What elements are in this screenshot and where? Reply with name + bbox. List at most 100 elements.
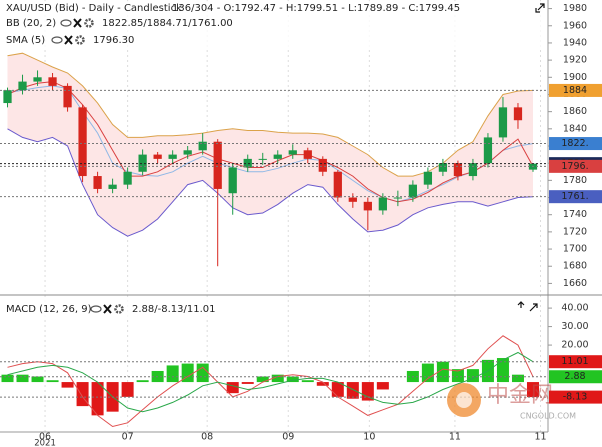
price-tag-label: 2.88 xyxy=(564,371,585,382)
y-tick-label: 40.00 xyxy=(561,303,588,314)
candle-body xyxy=(78,107,87,177)
histogram-bar xyxy=(466,369,479,383)
histogram-bar xyxy=(376,382,389,390)
indicator-readout: 1822.85/1884.71/1761.00 xyxy=(102,18,233,29)
candle-body xyxy=(138,154,147,172)
ohlc-readout: 136/304 - O:1792.47 - H:1799.51 - L:1789… xyxy=(172,3,460,14)
histogram-bar xyxy=(316,382,329,386)
candle-body xyxy=(498,107,508,138)
indicator-line xyxy=(7,52,534,177)
candle-body xyxy=(198,141,207,151)
candle-body xyxy=(93,176,102,189)
histogram-bar xyxy=(181,363,194,383)
histogram-bar xyxy=(451,369,464,383)
price-tag xyxy=(549,190,602,204)
histogram-bar xyxy=(271,374,284,383)
y-tick-label: 30.00 xyxy=(561,321,588,332)
candle-body xyxy=(423,171,433,185)
candle-body xyxy=(438,163,448,172)
candle-body xyxy=(288,150,297,155)
histogram-bar xyxy=(121,382,134,397)
candle-body xyxy=(48,77,57,86)
y-tick-label: 1920 xyxy=(563,55,587,66)
candle-body xyxy=(348,197,357,202)
candle-body xyxy=(243,158,252,168)
watermark-site: CNGOLD.COM xyxy=(520,412,576,421)
histogram-bar xyxy=(526,382,539,398)
y-tick-label: 1680 xyxy=(563,261,587,272)
candle-body xyxy=(3,90,12,104)
histogram-bar xyxy=(91,382,104,416)
price-tag xyxy=(549,159,602,173)
histogram-bar xyxy=(241,382,254,384)
price-tag xyxy=(549,83,602,97)
indicator-name: SMA (5) xyxy=(6,35,45,46)
price-tag-label: 1884 xyxy=(563,85,587,96)
candle-body xyxy=(183,150,192,155)
candle-body xyxy=(453,163,463,177)
price-tag-label: 11.01 xyxy=(561,356,588,367)
histogram-bar xyxy=(331,382,344,397)
histogram-bar xyxy=(61,382,74,388)
y-tick-label: 1700 xyxy=(563,244,587,255)
year-label: 2021 xyxy=(34,439,56,447)
candle-body xyxy=(168,154,177,159)
x-tick-label: 11 xyxy=(534,432,546,443)
histogram-bar xyxy=(136,380,149,383)
histogram-bar xyxy=(166,365,179,383)
histogram-bar xyxy=(286,376,299,383)
y-tick-label: 1960 xyxy=(563,20,587,31)
histogram-bar xyxy=(346,382,359,399)
y-tick-label: 1840 xyxy=(563,123,587,134)
plot-layer xyxy=(0,0,548,432)
candle-body xyxy=(303,150,312,159)
y-tick-label: 20.00 xyxy=(561,340,588,351)
legend-icons[interactable] xyxy=(51,3,545,314)
x-tick-label: 10 xyxy=(363,432,375,443)
price-tag xyxy=(549,355,602,369)
price-tag-label: 1796. xyxy=(561,161,588,172)
histogram-bar xyxy=(301,380,314,383)
bb-band-fill xyxy=(7,53,533,237)
chart-title: XAU/USD (Bid) - Daily - Candlestick xyxy=(6,3,182,14)
y-tick-label: 1900 xyxy=(563,72,587,83)
indicator-line xyxy=(7,85,534,203)
candle-body xyxy=(108,184,117,189)
y-tick-label: 1720 xyxy=(563,226,587,237)
histogram-bar xyxy=(496,358,509,383)
candle-body xyxy=(18,81,27,91)
histogram-bar xyxy=(226,382,239,394)
x-tick-label: 08 xyxy=(201,432,213,443)
indicator-readout: 2.88/-8.13/11.01 xyxy=(132,304,216,315)
candle-body xyxy=(333,171,342,198)
macd-line xyxy=(7,351,534,413)
price-tag-label: 1822. xyxy=(561,138,588,149)
histogram-bar xyxy=(1,374,14,383)
y-tick-label: 1780 xyxy=(563,175,587,186)
candle-body xyxy=(318,158,327,172)
histogram-bar xyxy=(361,382,374,401)
x-tick-label: 09 xyxy=(282,432,294,443)
histogram-bar xyxy=(256,376,269,383)
price-tag xyxy=(549,390,602,404)
indicator-readout: 1796.30 xyxy=(93,35,134,46)
candle-body xyxy=(483,137,493,164)
candle-body xyxy=(228,167,237,194)
candle-body xyxy=(213,141,222,189)
y-tick-label: 1740 xyxy=(563,209,587,220)
price-tag-label: 1761. xyxy=(561,191,588,202)
y-tick-label: 1940 xyxy=(563,37,587,48)
x-tick-label: 11 xyxy=(449,432,461,443)
candle-body xyxy=(363,201,372,211)
x-tick-label: 07 xyxy=(122,432,134,443)
candle-body xyxy=(33,77,42,82)
price-tag xyxy=(549,370,602,384)
histogram-bar xyxy=(421,363,434,383)
legend-backdrop xyxy=(1,1,546,49)
price-tag xyxy=(549,137,602,151)
histogram-bar xyxy=(16,374,29,383)
y-tick-label: 1660 xyxy=(563,278,587,289)
histogram-bar xyxy=(46,380,59,383)
candle-body xyxy=(63,85,72,108)
